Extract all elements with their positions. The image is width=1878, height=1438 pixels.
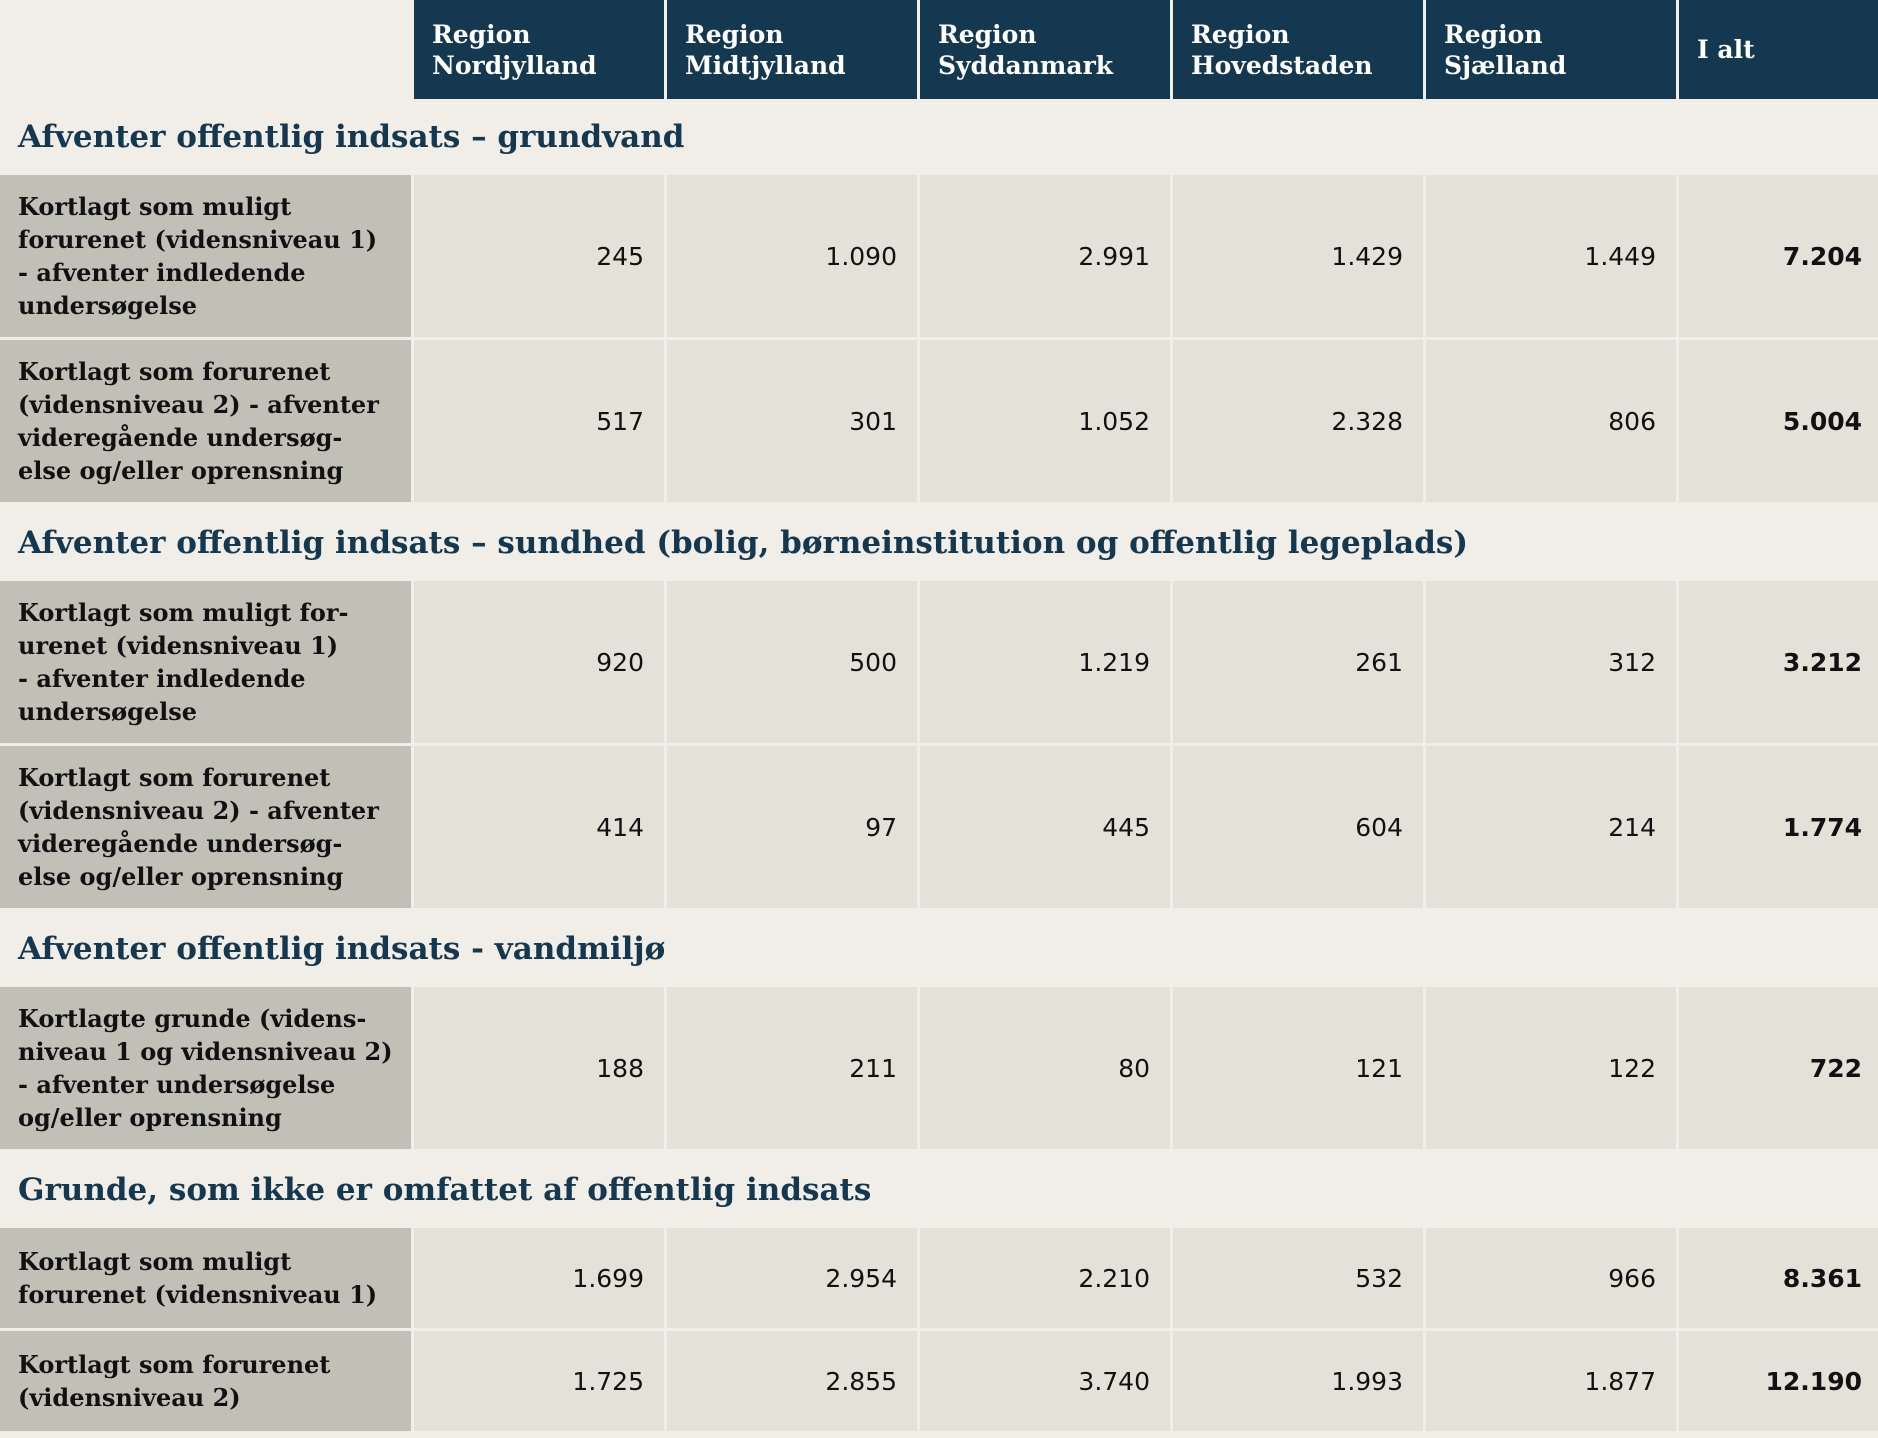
value-cell: 1.993: [1173, 1331, 1423, 1431]
value-cell: 2.210: [920, 1228, 1170, 1328]
value-cell: 121: [1173, 987, 1423, 1149]
row-label: Kortlagt som muligt forurenet (vidensniv…: [0, 1228, 411, 1328]
total-cell: 1.774: [1679, 746, 1878, 908]
row-label: Kortlagt som muligt for- urenet (vidensn…: [0, 581, 411, 743]
data-row: Kortlagt som muligt forurenet (vidensniv…: [0, 175, 1878, 337]
value-cell: 604: [1173, 746, 1423, 908]
section-title: Afventer offentlig indsats – sundhed (bo…: [18, 525, 1469, 561]
value-cell: 1.052: [920, 340, 1170, 502]
value-cell: 80: [920, 987, 1170, 1149]
value-cell: 188: [414, 987, 664, 1149]
section-title: Afventer offentlig indsats – grundvand: [18, 119, 685, 155]
value-cell: 245: [414, 175, 664, 337]
header-row: Region Nordjylland Region Midtjylland Regi…: [0, 0, 1878, 99]
value-cell: 414: [414, 746, 664, 908]
value-cell: 214: [1426, 746, 1676, 908]
value-cell: 3.740: [920, 1331, 1170, 1431]
data-row: Kortlagt som muligt forurenet (vidensniv…: [0, 1228, 1878, 1328]
value-cell: 1.449: [1426, 175, 1676, 337]
value-cell: 122: [1426, 987, 1676, 1149]
row-label: Kortlagt som forurenet (vidensniveau 2) …: [0, 746, 411, 908]
row-label: Kortlagt som forurenet (vidensniveau 2): [0, 1331, 411, 1431]
value-cell: 301: [667, 340, 917, 502]
value-cell: 806: [1426, 340, 1676, 502]
total-cell: 5.004: [1679, 340, 1878, 502]
data-row: Kortlagt som muligt for- urenet (vidensn…: [0, 581, 1878, 743]
value-cell: 1.877: [1426, 1331, 1676, 1431]
row-label: Kortlagte grunde (videns- niveau 1 og vi…: [0, 987, 411, 1149]
total-cell: 12.190: [1679, 1331, 1878, 1431]
value-cell: 312: [1426, 581, 1676, 743]
value-cell: 2.855: [667, 1331, 917, 1431]
section-title: Afventer offentlig indsats - vandmiljø: [18, 931, 666, 967]
value-cell: 211: [667, 987, 917, 1149]
value-cell: 966: [1426, 1228, 1676, 1328]
value-cell: 445: [920, 746, 1170, 908]
row-label: Kortlagt som muligt forurenet (vidensniv…: [0, 175, 411, 337]
column-header: Region Midtjylland: [667, 0, 917, 99]
column-header: Region Sjælland: [1426, 0, 1676, 99]
value-cell: 261: [1173, 581, 1423, 743]
value-cell: 1.725: [414, 1331, 664, 1431]
value-cell: 1.090: [667, 175, 917, 337]
value-cell: 920: [414, 581, 664, 743]
value-cell: 2.328: [1173, 340, 1423, 502]
value-cell: 97: [667, 746, 917, 908]
data-row: Kortlagt som forurenet (vidensniveau 2) …: [0, 746, 1878, 908]
value-cell: 532: [1173, 1228, 1423, 1328]
total-cell: 3.212: [1679, 581, 1878, 743]
data-row: Kortlagt som forurenet (vidensniveau 2) 1…: [0, 1331, 1878, 1431]
data-row: Kortlagt som forurenet (vidensniveau 2) …: [0, 340, 1878, 502]
header-corner: [0, 0, 411, 99]
value-cell: 517: [414, 340, 664, 502]
section-title: Grunde, som ikke er omfattet af offentli…: [18, 1172, 872, 1208]
total-cell: 7.204: [1679, 175, 1878, 337]
total-cell: 722: [1679, 987, 1878, 1149]
column-header: Region Nordjylland: [414, 0, 664, 99]
value-cell: 2.991: [920, 175, 1170, 337]
value-cell: 500: [667, 581, 917, 743]
value-cell: 1.219: [920, 581, 1170, 743]
column-header: Region Hovedstaden: [1173, 0, 1423, 99]
row-label: Kortlagt som forurenet (vidensniveau 2) …: [0, 340, 411, 502]
value-cell: 1.429: [1173, 175, 1423, 337]
column-header: Region Syddanmark: [920, 0, 1170, 99]
total-cell: 8.361: [1679, 1228, 1878, 1328]
data-row: Kortlagte grunde (videns- niveau 1 og vi…: [0, 987, 1878, 1149]
value-cell: 1.699: [414, 1228, 664, 1328]
column-header: I alt: [1679, 0, 1878, 99]
value-cell: 2.954: [667, 1228, 917, 1328]
